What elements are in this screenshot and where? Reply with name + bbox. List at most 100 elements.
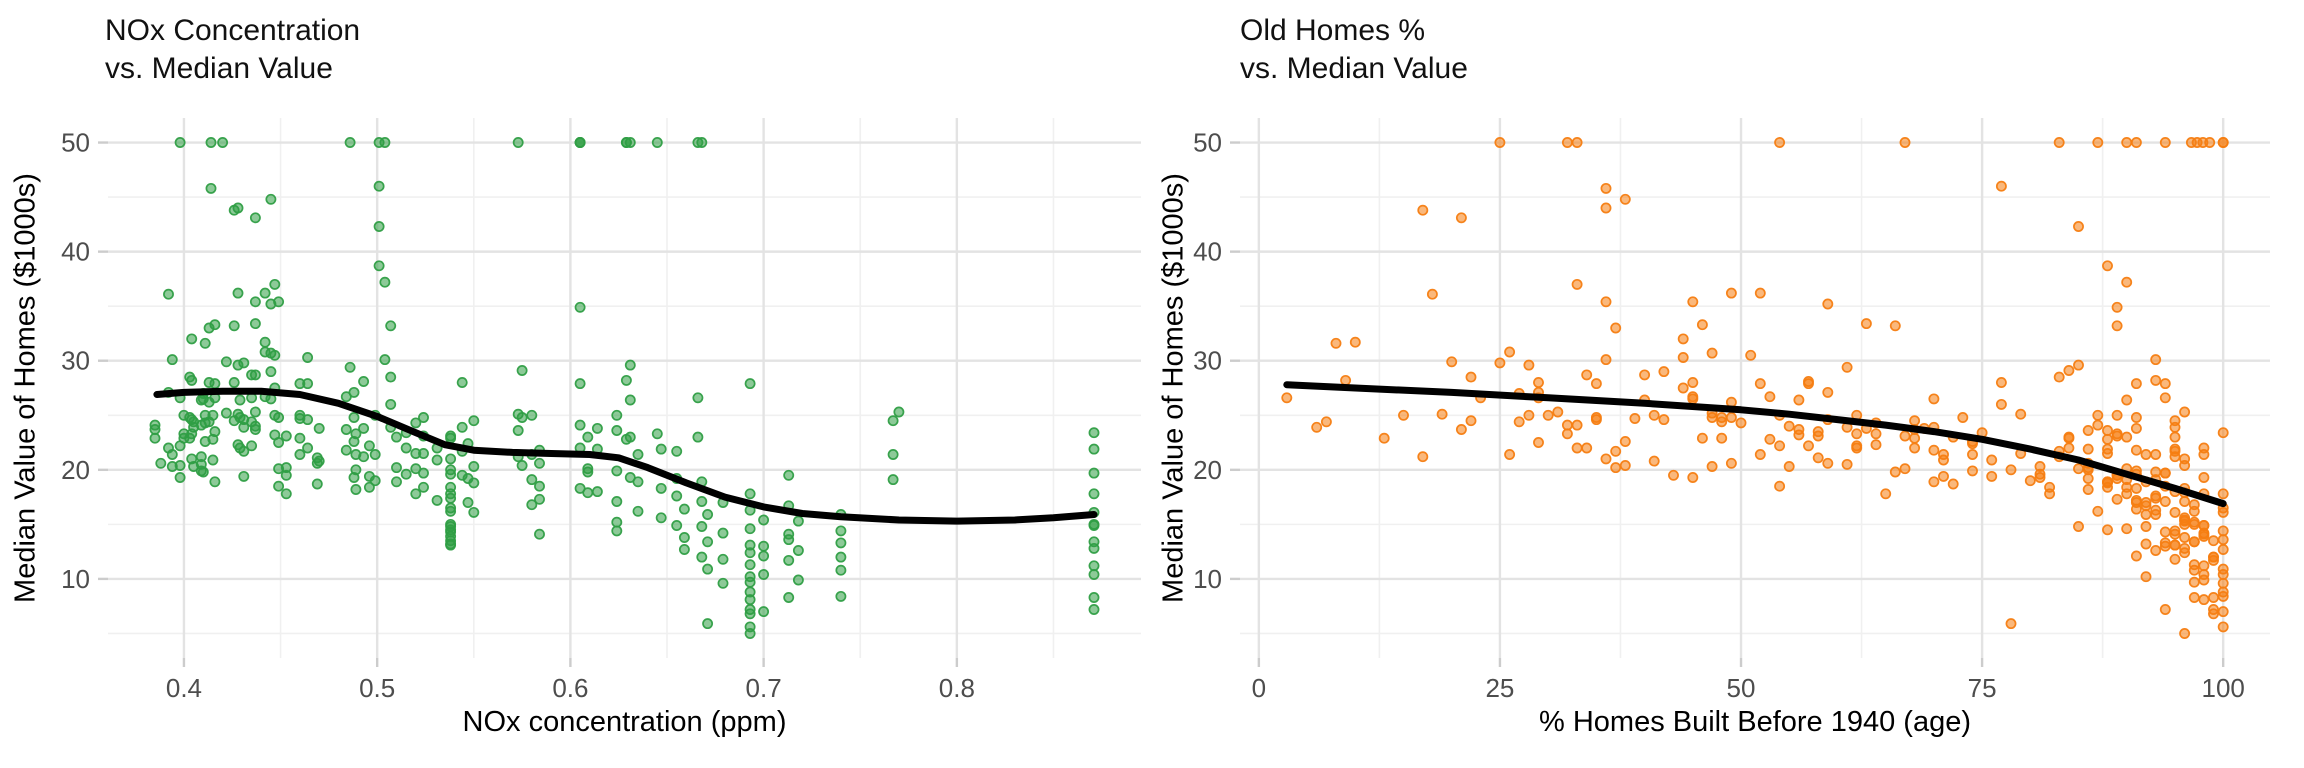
data-point [591, 486, 603, 498]
data-point [632, 505, 644, 517]
data-point [1533, 437, 1544, 448]
data-point [2217, 506, 2229, 518]
data-point [2102, 476, 2113, 488]
data-point [1928, 393, 1940, 405]
data-point [2102, 443, 2113, 455]
data-point [1899, 463, 1911, 475]
data-point [273, 437, 285, 448]
data-point [294, 432, 306, 444]
data-point [2150, 490, 2162, 502]
data-point [671, 520, 683, 531]
data-point [232, 287, 244, 299]
data-point [534, 528, 545, 540]
panel-title-age: Old Homes % vs. Median Value [1240, 14, 1468, 85]
data-point [1995, 180, 2007, 192]
data-point [2130, 412, 2142, 423]
data-point [2188, 536, 2200, 548]
data-point [445, 502, 457, 514]
data-point [2121, 137, 2133, 148]
data-point [313, 422, 325, 434]
data-point [1088, 604, 1100, 615]
data-point [1330, 337, 1342, 349]
data-point [2082, 484, 2094, 495]
data-point [2073, 221, 2084, 232]
data-point [2140, 538, 2152, 550]
data-point [445, 492, 457, 504]
data-point [220, 407, 232, 419]
data-point [1812, 452, 1824, 464]
data-point [1716, 432, 1728, 444]
data-point [2159, 378, 2171, 390]
data-point [358, 451, 370, 463]
data-point [1455, 424, 1467, 435]
data-point [2159, 526, 2171, 538]
data-point [2179, 406, 2191, 418]
data-point [418, 467, 429, 479]
data-point [534, 457, 545, 469]
data-point [2024, 475, 2036, 487]
data-point [678, 544, 690, 555]
data-point [1870, 428, 1882, 440]
data-point [692, 392, 704, 404]
data-point [2034, 461, 2046, 472]
data-point [744, 559, 756, 571]
data-point [611, 425, 623, 436]
data-point [2111, 320, 2123, 332]
data-point [2102, 425, 2113, 436]
data-point [611, 525, 623, 537]
data-point [2188, 576, 2200, 588]
data-point [582, 466, 594, 478]
data-point [2179, 532, 2191, 543]
data-point [516, 365, 528, 376]
data-point [340, 444, 352, 456]
data-point [1677, 382, 1689, 394]
data-point [1648, 455, 1660, 467]
data-point [2111, 493, 2123, 505]
data-point [265, 193, 277, 205]
data-point [1889, 466, 1901, 478]
data-point [418, 412, 429, 423]
data-point [2111, 409, 2123, 421]
data-point [611, 516, 623, 528]
data-point [1986, 454, 1998, 466]
data-point [2179, 496, 2191, 507]
data-point [174, 472, 186, 483]
data-point [273, 412, 285, 423]
y-tick-label: 40 [1193, 237, 1222, 267]
data-point [163, 288, 174, 300]
data-point [2130, 378, 2142, 390]
data-point [1465, 371, 1477, 383]
data-point [1967, 465, 1978, 477]
data-point [238, 470, 250, 482]
data-point [2140, 509, 2152, 520]
data-point [1851, 428, 1863, 440]
data-point [174, 460, 186, 471]
data-point [1571, 442, 1583, 454]
data-point [744, 576, 756, 588]
data-point [1841, 458, 1853, 470]
data-point [238, 357, 250, 369]
data-point [2217, 427, 2229, 439]
data-point [1687, 391, 1699, 403]
data-point [1687, 472, 1699, 483]
data-point [2217, 577, 2229, 589]
data-point [620, 374, 632, 386]
data-point [1899, 430, 1911, 442]
data-point [1793, 424, 1805, 435]
data-point [344, 361, 356, 373]
data-point [2082, 473, 2094, 484]
data-point [1398, 409, 1409, 421]
data-point [1590, 378, 1602, 390]
data-point [456, 377, 468, 388]
data-point [678, 532, 690, 543]
data-point [1581, 369, 1593, 381]
data-point [468, 477, 480, 489]
data-point [186, 333, 198, 345]
data-point [391, 462, 402, 474]
data-point [1725, 396, 1737, 408]
data-point [2188, 516, 2200, 528]
data-point [696, 551, 708, 563]
data-point [1841, 361, 1853, 373]
data-point [744, 378, 756, 390]
data-point [418, 448, 429, 459]
